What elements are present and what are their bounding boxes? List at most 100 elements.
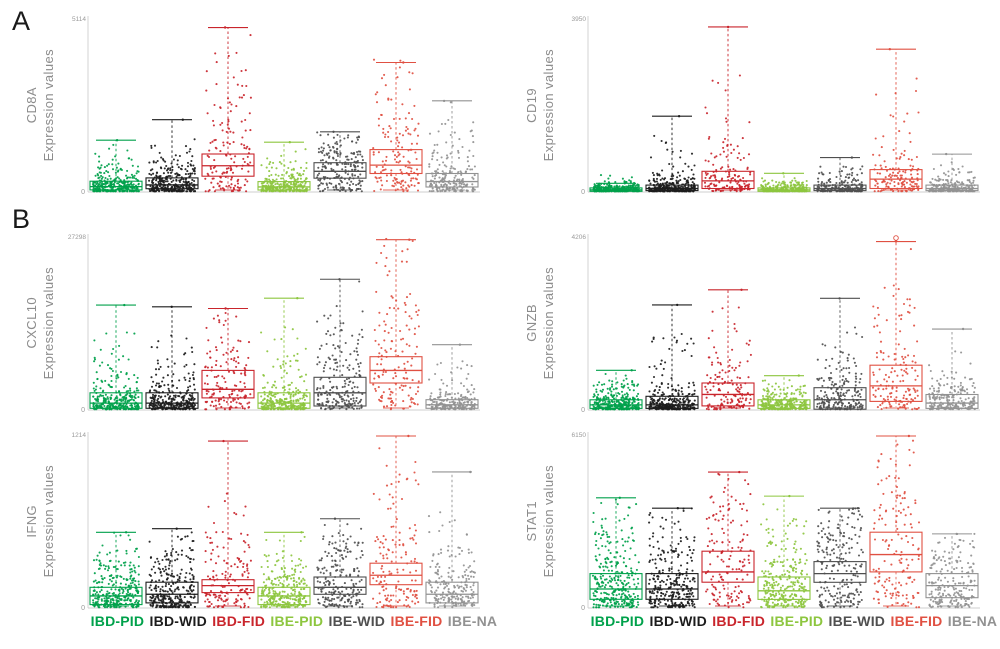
data-point xyxy=(736,156,739,159)
data-point xyxy=(847,185,850,188)
data-point xyxy=(850,180,853,184)
data-point xyxy=(790,181,793,184)
data-point xyxy=(150,376,153,379)
data-point xyxy=(207,390,210,393)
data-point xyxy=(115,377,118,380)
data-point xyxy=(104,176,107,180)
data-point xyxy=(174,154,177,157)
data-point xyxy=(267,187,270,190)
data-point xyxy=(454,174,457,177)
y-axis-max-tick: 27298 xyxy=(68,234,86,241)
data-point xyxy=(229,350,232,353)
data-point xyxy=(961,182,964,185)
data-point xyxy=(691,177,694,180)
data-point xyxy=(225,361,228,364)
data-point xyxy=(355,150,359,154)
data-point xyxy=(97,406,100,409)
data-point xyxy=(438,187,441,190)
data-point xyxy=(184,378,187,381)
data-point xyxy=(417,309,420,312)
data-point xyxy=(404,181,407,184)
data-point xyxy=(337,182,341,185)
data-point xyxy=(317,184,320,187)
data-point xyxy=(439,361,442,365)
data-point xyxy=(274,183,277,186)
data-point xyxy=(317,147,321,150)
data-point xyxy=(829,181,832,184)
data-point xyxy=(122,355,125,358)
data-point xyxy=(908,132,911,135)
data-point xyxy=(107,400,110,403)
data-point xyxy=(704,159,707,162)
data-point xyxy=(228,184,231,187)
data-point xyxy=(428,190,431,193)
data-point xyxy=(158,384,161,387)
data-point xyxy=(384,133,387,136)
data-point xyxy=(115,395,118,398)
data-point xyxy=(104,399,107,402)
data-point xyxy=(907,158,910,161)
data-point xyxy=(374,176,377,179)
data-point xyxy=(158,178,162,181)
data-point xyxy=(411,397,414,401)
data-point xyxy=(906,112,909,115)
data-point xyxy=(386,313,389,316)
data-point xyxy=(320,393,323,396)
data-point xyxy=(260,182,263,185)
data-point xyxy=(357,187,360,191)
data-point xyxy=(273,384,276,387)
data-point xyxy=(453,187,456,190)
data-point xyxy=(361,180,364,183)
data-point xyxy=(273,338,276,341)
data-point xyxy=(299,177,302,180)
data-point xyxy=(403,377,406,380)
data-point xyxy=(181,190,184,193)
data-point xyxy=(901,181,905,184)
data-point xyxy=(458,138,461,141)
data-point xyxy=(409,398,412,401)
data-point xyxy=(467,390,470,393)
data-point xyxy=(161,380,164,383)
data-point xyxy=(400,186,403,189)
data-point xyxy=(390,326,393,330)
data-point xyxy=(342,364,345,367)
data-point xyxy=(214,52,217,55)
data-point xyxy=(345,162,348,166)
data-point xyxy=(355,350,359,353)
data-point xyxy=(453,167,457,171)
data-point xyxy=(818,172,821,175)
data-point xyxy=(892,115,895,118)
data-point xyxy=(900,190,903,193)
data-point xyxy=(439,393,442,396)
data-point xyxy=(131,164,134,167)
data-point xyxy=(860,181,863,184)
data-point xyxy=(381,373,384,376)
data-point xyxy=(205,392,208,395)
data-point xyxy=(98,167,101,170)
data-point xyxy=(461,145,464,149)
data-point xyxy=(879,190,882,193)
data-point xyxy=(174,396,177,399)
data-point xyxy=(466,160,469,163)
data-point xyxy=(96,377,99,380)
data-point xyxy=(99,387,102,390)
data-point xyxy=(652,174,655,177)
data-point xyxy=(225,167,228,170)
data-point xyxy=(728,171,731,174)
data-point xyxy=(442,405,445,408)
data-point xyxy=(316,403,319,406)
data-point xyxy=(390,98,393,101)
data-point xyxy=(163,384,166,387)
data-point xyxy=(105,332,108,335)
data-point xyxy=(436,143,439,146)
data-point xyxy=(212,392,216,395)
data-point xyxy=(882,135,885,138)
data-point xyxy=(442,382,445,385)
box xyxy=(425,172,479,188)
data-point xyxy=(212,405,215,408)
data-point xyxy=(205,326,208,329)
data-point xyxy=(347,395,350,398)
data-point xyxy=(397,154,400,157)
data-point xyxy=(325,332,328,335)
data-point xyxy=(349,380,352,383)
